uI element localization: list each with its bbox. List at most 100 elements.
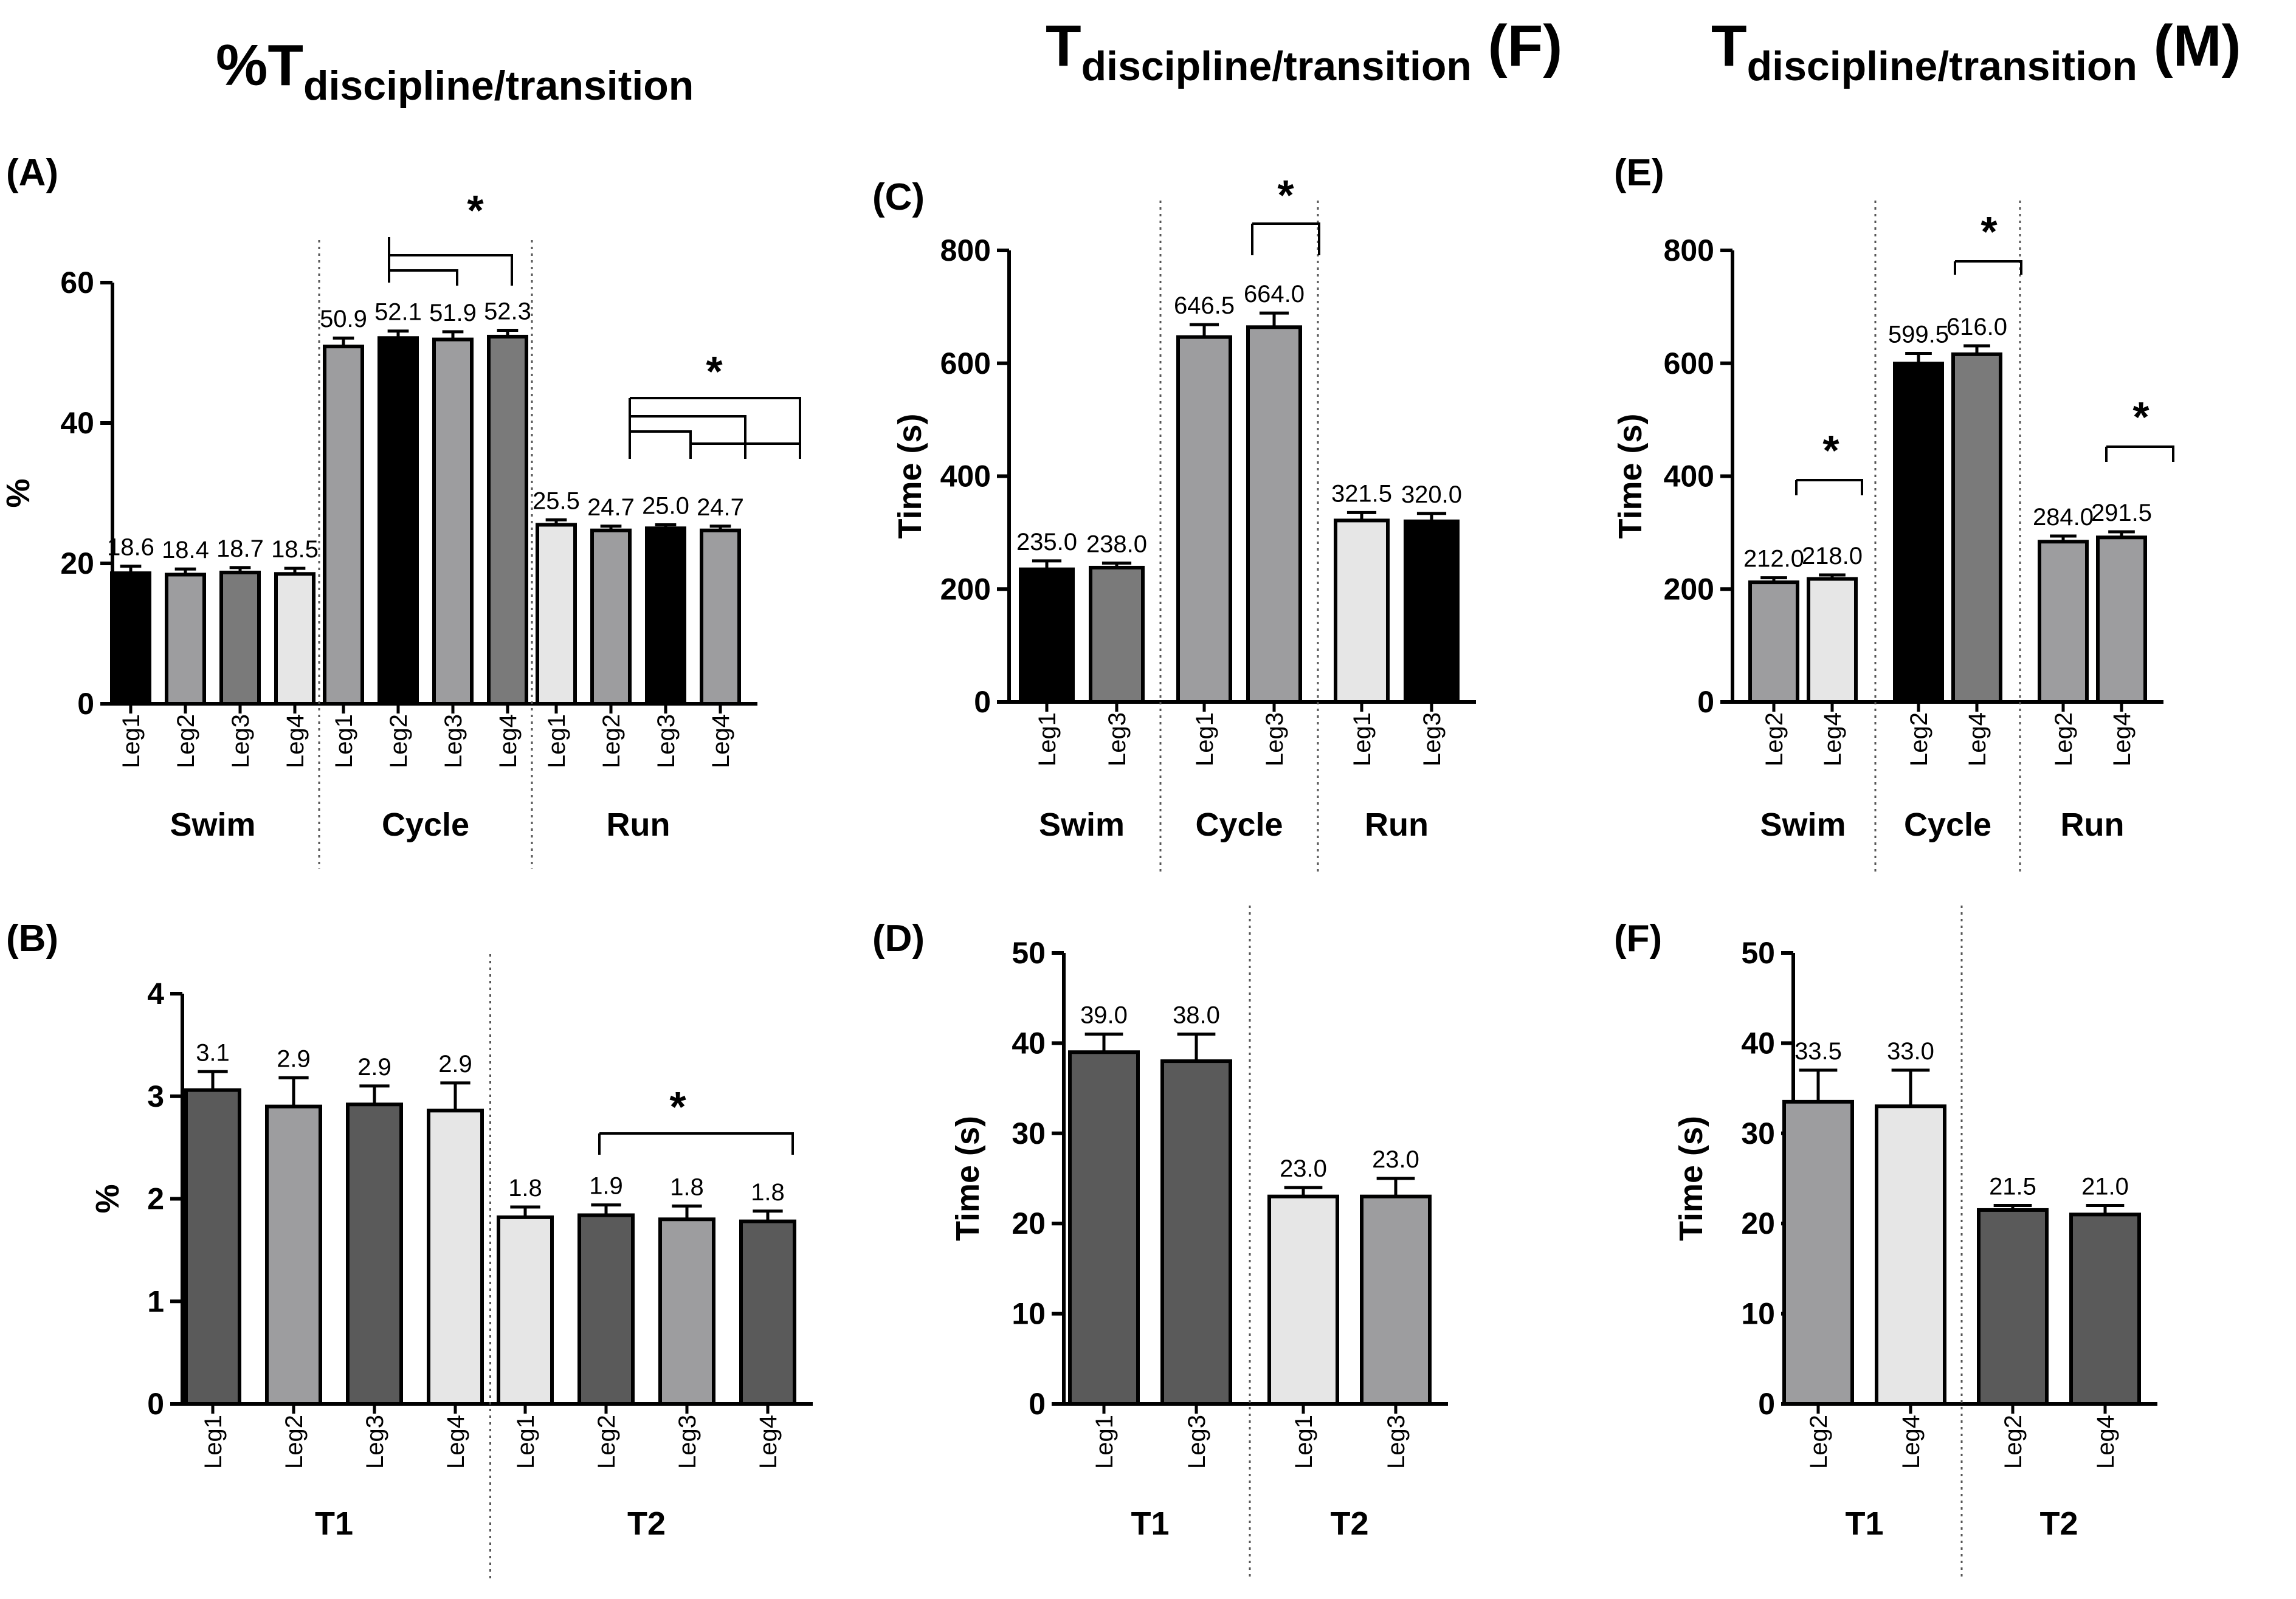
bar-A-run-leg4: [700, 528, 741, 706]
value-label-D: 23.0: [1372, 1146, 1419, 1173]
panel-B: (B) 0 1 2 3 4% 3.1 Leg1 2.9 Leg2 2.9 Leg3 2.9 Leg4 T1 1…: [6, 918, 813, 1580]
bar-B-t2-leg1: [497, 1215, 554, 1406]
bar-A-swim-leg1: [110, 571, 151, 706]
bar-A-cycle-leg3: [432, 337, 474, 706]
group-label-D-t2: T2: [1330, 1505, 1368, 1542]
y-axis-label-A: %: [0, 478, 36, 507]
y-tick-label-C: 400: [940, 459, 991, 493]
bar-E-run-leg4: [2096, 535, 2147, 704]
value-label-E: 291.5: [2091, 500, 2152, 526]
category-label-B: Leg4: [443, 1415, 469, 1469]
y-tick-label-C: 800: [940, 233, 991, 267]
value-label-A: 51.9: [429, 300, 477, 326]
significance-bracket-A: [389, 254, 513, 286]
y-tick-label-D: 40: [1012, 1026, 1046, 1060]
y-axis-label-C: Time (s): [892, 413, 928, 538]
value-label-A: 50.9: [320, 306, 367, 332]
bar-A-run-leg3: [645, 526, 686, 706]
value-label-C: 238.0: [1086, 531, 1147, 558]
value-label-B: 3.1: [196, 1039, 230, 1066]
bar-A-swim-leg2: [165, 573, 206, 706]
title-col3-suffix: (M): [2137, 13, 2241, 78]
y-tick-label-C: 200: [940, 572, 991, 606]
y-axis-label-F: Time (s): [1673, 1116, 1709, 1241]
y-tick-label-C: 600: [940, 346, 991, 380]
value-label-A: 25.0: [642, 492, 689, 519]
bar-A-run-leg2: [590, 528, 632, 706]
bar-B-t1-leg4: [427, 1109, 484, 1406]
group-label-F-t2: T2: [2039, 1505, 2078, 1542]
value-label-F: 21.5: [1989, 1174, 2036, 1200]
category-label-E: Leg2: [1906, 712, 1932, 766]
category-label-E: Leg4: [1964, 712, 1991, 766]
group-label-B-t1: T1: [315, 1505, 353, 1542]
panel-label-F: (F): [1614, 918, 1662, 960]
bar-A-run-leg1: [536, 523, 577, 706]
significance-star-E: *: [1822, 427, 1839, 474]
value-label-F: 21.0: [2081, 1174, 2129, 1200]
bar-B-t1-leg2: [265, 1104, 322, 1406]
category-label-A: Leg2: [385, 714, 412, 768]
category-label-A: Leg3: [227, 714, 254, 768]
group-label-E-swim: Swim: [1760, 806, 1846, 843]
bar-B-t2-leg4: [739, 1219, 796, 1406]
group-label-B-t2: T2: [627, 1505, 666, 1542]
y-tick-label-D: 10: [1012, 1297, 1046, 1331]
category-label-A: Leg3: [653, 714, 680, 768]
y-tick-label-F: 0: [1758, 1387, 1775, 1421]
y-tick-label-D: 20: [1012, 1206, 1046, 1240]
bar-C-cycle-leg3: [1246, 325, 1302, 704]
bar-C-swim-leg1: [1019, 567, 1075, 704]
category-label-B: Leg1: [512, 1415, 539, 1469]
value-label-A: 18.6: [107, 534, 154, 561]
bar-E-cycle-leg2: [1893, 362, 1944, 704]
group-label-E-run: Run: [2061, 806, 2125, 843]
value-label-F: 33.5: [1794, 1038, 1842, 1065]
value-label-B: 2.9: [277, 1045, 311, 1072]
bar-C-cycle-leg1: [1176, 335, 1232, 704]
value-label-D: 38.0: [1173, 1002, 1220, 1029]
title-col1-prefix: %T: [216, 33, 303, 98]
category-label-B: Leg1: [200, 1415, 227, 1469]
significance-bracket-A: [630, 397, 801, 459]
y-tick-label-A: 60: [60, 266, 94, 300]
value-label-D: 23.0: [1280, 1155, 1327, 1182]
category-label-F: Leg4: [1898, 1415, 1925, 1469]
bar-B-t1-leg3: [346, 1102, 403, 1406]
value-label-A: 18.5: [271, 536, 319, 563]
y-tick-label-F: 40: [1741, 1026, 1775, 1060]
category-label-B: Leg3: [674, 1415, 701, 1469]
significance-bracket-E: [1796, 479, 1863, 495]
value-label-A: 52.3: [484, 298, 531, 325]
bar-A-cycle-leg2: [377, 336, 419, 706]
category-label-E: Leg2: [1761, 712, 1788, 766]
bar-F-t2-leg2: [1977, 1208, 2049, 1406]
panel-F: (F) 0 10 20 30 40 50 Time (s) 33.5 Leg2 33.0 Leg4 T1…: [1614, 906, 2157, 1580]
significance-bracket-B: [599, 1132, 794, 1155]
y-tick-label-F: 50: [1741, 936, 1775, 970]
category-label-A: Leg2: [173, 714, 199, 768]
title-col3-sub: discipline/transition: [1747, 43, 2137, 89]
panel-label-B: (B): [6, 918, 58, 960]
y-tick-label-B: 0: [147, 1387, 164, 1421]
category-label-F: Leg2: [2000, 1415, 2027, 1469]
value-label-C: 321.5: [1331, 480, 1392, 507]
y-axis-label-E: Time (s): [1612, 413, 1649, 538]
value-label-E: 616.0: [1946, 314, 2007, 340]
y-tick-label-C: 0: [974, 685, 991, 719]
group-label-C-swim: Swim: [1039, 806, 1125, 843]
y-tick-label-E: 200: [1664, 572, 1714, 606]
value-label-B: 1.8: [508, 1175, 542, 1202]
category-label-D: Leg3: [1184, 1415, 1210, 1469]
value-label-A: 24.7: [697, 494, 744, 521]
y-tick-label-A: 40: [60, 406, 94, 440]
significance-star-C: *: [1277, 171, 1294, 219]
value-label-D: 39.0: [1080, 1002, 1128, 1029]
significance-bracket-A: [630, 415, 746, 459]
group-label-F-t1: T1: [1845, 1505, 1883, 1542]
group-label-A-run: Run: [607, 806, 671, 843]
y-tick-label-E: 0: [1697, 685, 1714, 719]
y-tick-label-A: 0: [77, 687, 94, 721]
y-tick-label-E: 400: [1664, 459, 1714, 493]
significance-star-B: *: [669, 1083, 686, 1130]
